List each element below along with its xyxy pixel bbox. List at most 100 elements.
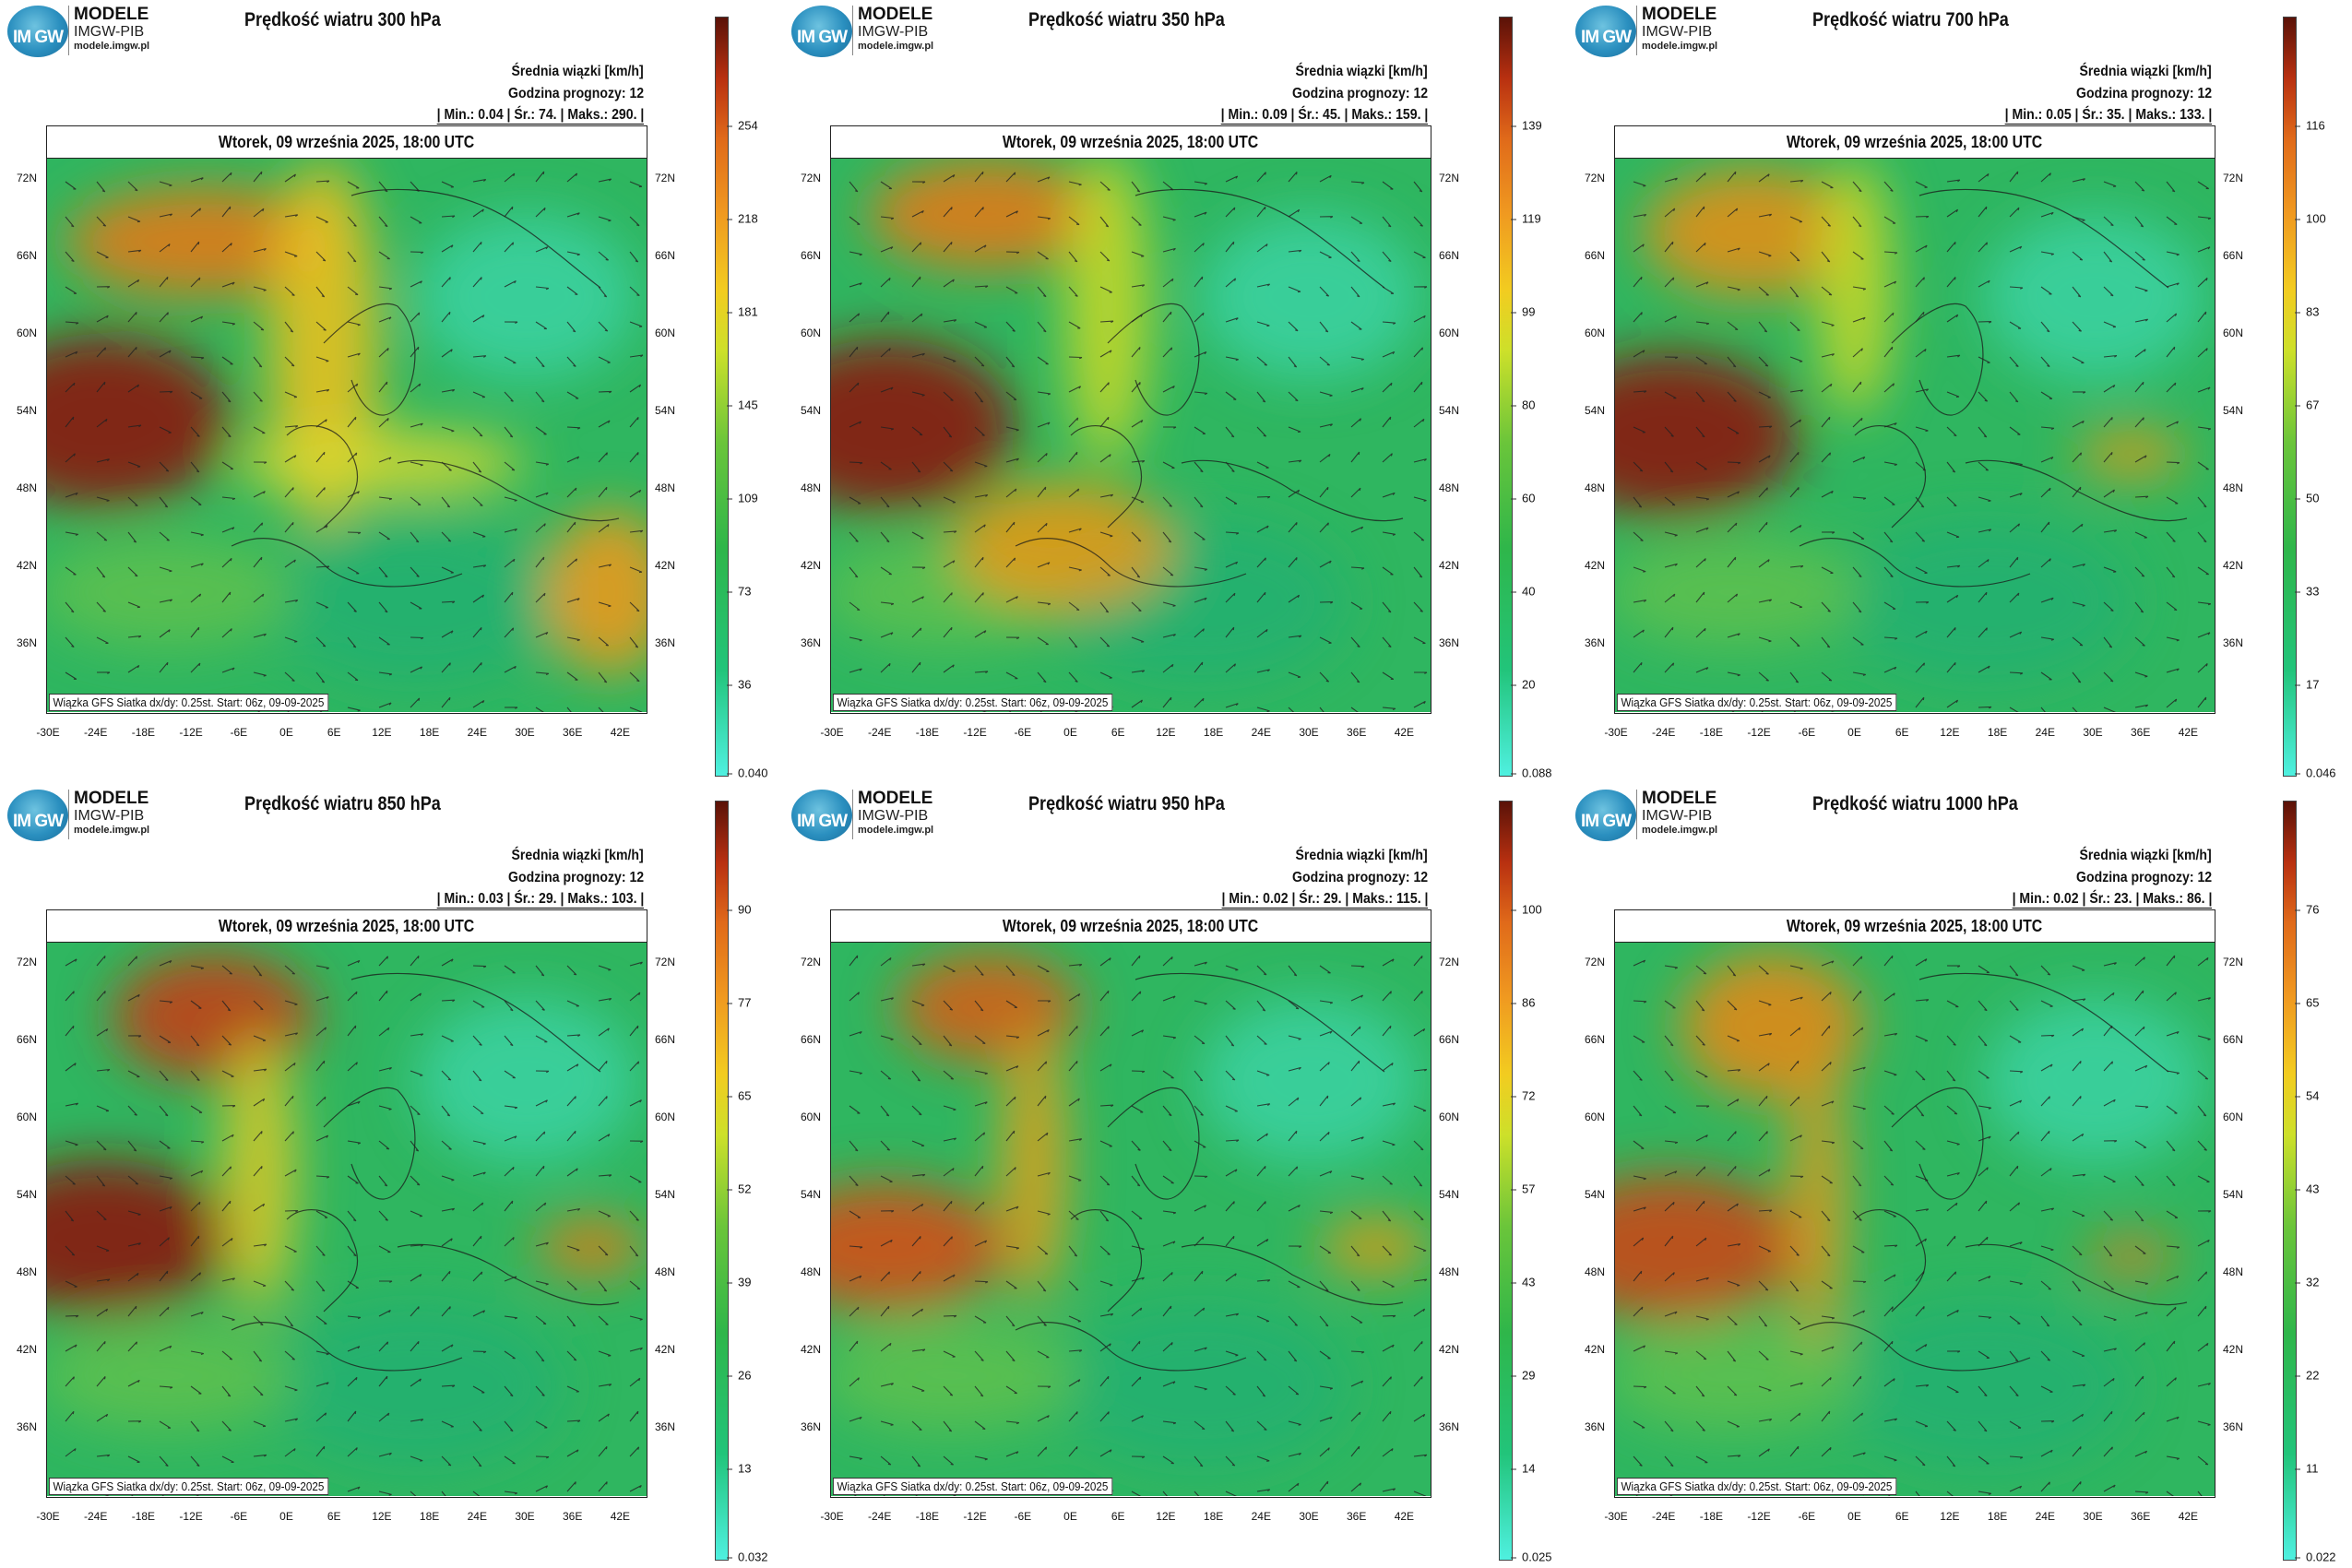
lon-label: 6E (1895, 1510, 1909, 1523)
colorbar-tick-label: 0.046 (2295, 766, 2336, 780)
wind-speed-field (47, 952, 647, 1468)
colorbar-tick-label: 119 (1511, 211, 1541, 226)
colorbar-tick-label: 29 (1510, 1368, 1536, 1383)
brand-line1: MODELE (1642, 789, 1717, 808)
lat-label-left: 54N (1585, 1188, 1606, 1201)
brand-block: MODELE IMGW-PIB modele.imgw.pl (1642, 6, 1717, 52)
lon-label: 0E (1063, 1510, 1077, 1523)
colorbar-tick-label: 0.025 (1511, 1550, 1552, 1564)
lat-label-left: 54N (1585, 404, 1606, 417)
wind-speed-field (831, 159, 1421, 684)
wind-map (1615, 943, 2215, 1496)
date-bar: Wtorek, 09 września 2025, 18:00 UTC (1615, 910, 2215, 943)
lon-label: -24E (1652, 1510, 1676, 1523)
date-text: Wtorek, 09 września 2025, 18:00 UTC (1003, 917, 1259, 935)
lat-label-left: 36N (801, 1420, 822, 1433)
colorbar-tick-label: 109 (727, 491, 758, 505)
lat-label-left: 36N (801, 636, 822, 649)
lon-label: 6E (1111, 726, 1125, 739)
colorbar-tick-label: 54 (2294, 1088, 2320, 1103)
brand-line2: IMGW-PIB (74, 808, 145, 824)
panel-title: Prędkość wiatru 850 hPa (244, 793, 441, 814)
lat-label-right: 42N (1439, 559, 1460, 572)
lon-label: 42E (2178, 726, 2199, 739)
lat-label-right: 60N (1439, 1111, 1460, 1123)
panel-title: Prędkość wiatru 300 hPa (244, 9, 441, 30)
lat-label-left: 60N (17, 1111, 38, 1123)
lat-label-left: 36N (17, 636, 38, 649)
lat-label-right: 36N (1439, 636, 1460, 649)
coastlines (231, 972, 620, 1372)
lat-label-left: 48N (17, 481, 38, 494)
lon-label: -30E (1604, 1510, 1628, 1523)
lat-label-left: 66N (1585, 1033, 1606, 1046)
lat-label-right: 66N (1439, 1033, 1460, 1046)
brand-line1: MODELE (858, 789, 933, 808)
colorbar (2283, 17, 2297, 777)
lon-label: -18E (1699, 1510, 1724, 1523)
model-footer: Wiązka GFS Siatka dx/dy: 0.25st. Start: … (49, 694, 328, 711)
lat-label-left: 48N (801, 481, 822, 494)
colorbar (1499, 17, 1513, 777)
brand-line2: IMGW-PIB (858, 808, 929, 824)
map-frame: Wtorek, 09 września 2025, 18:00 UTC Wiąz… (830, 125, 1431, 714)
brand-line1: MODELE (74, 5, 149, 24)
stats-line: | Min.: 0.05 | Śr.: 35. | Maks.: 133. | (2004, 107, 2212, 125)
lon-label: 42E (610, 726, 631, 739)
brand-line2: IMGW-PIB (1642, 24, 1713, 40)
wind-speed-field (1615, 159, 2205, 684)
lon-label: 24E (2035, 726, 2055, 739)
imgw-logo (7, 790, 68, 841)
colorbar-tick-label: 36 (726, 677, 752, 692)
lat-label-left: 72N (801, 172, 822, 184)
lat-label-right: 36N (655, 1420, 676, 1433)
brand-divider (1636, 790, 1637, 839)
lon-label: 12E (1156, 726, 1176, 739)
lat-label-left: 42N (17, 559, 38, 572)
colorbar-tick-label: 40 (1510, 584, 1536, 599)
brand-block: MODELE IMGW-PIB modele.imgw.pl (1642, 790, 1717, 836)
lon-label: -6E (1798, 1510, 1816, 1523)
model-footer: Wiązka GFS Siatka dx/dy: 0.25st. Start: … (49, 1478, 328, 1495)
units-label: Średnia wiązki [km/h] (1295, 848, 1428, 863)
forecast-hour: Godzina prognozy: 12 (2075, 86, 2212, 101)
lon-label: -24E (84, 1510, 108, 1523)
lon-label: -24E (868, 1510, 892, 1523)
colorbar-tick-label: 26 (726, 1368, 752, 1383)
lon-label: 42E (2178, 1510, 2199, 1523)
units-label: Średnia wiązki [km/h] (511, 848, 644, 863)
lat-label-left: 48N (1585, 1265, 1606, 1278)
panel-title: Prędkość wiatru 700 hPa (1812, 9, 2009, 30)
date-bar: Wtorek, 09 września 2025, 18:00 UTC (1615, 126, 2215, 159)
date-text: Wtorek, 09 września 2025, 18:00 UTC (219, 133, 475, 151)
colorbar-tick-label: 83 (2294, 304, 2320, 319)
colorbar-tick-label: 13 (726, 1461, 752, 1476)
lon-label: -30E (36, 726, 60, 739)
lon-label: -30E (36, 1510, 60, 1523)
colorbar-tick-label: 52 (726, 1182, 752, 1196)
lat-label-right: 66N (2223, 249, 2244, 262)
lat-label-right: 54N (655, 1188, 676, 1201)
colorbar-tick-label: 20 (1510, 677, 1536, 692)
lon-label: 36E (2131, 726, 2151, 739)
brand-url: modele.imgw.pl (858, 825, 934, 836)
imgw-logo (1575, 790, 1636, 841)
colorbar-tick-label: 50 (2294, 491, 2320, 505)
colorbar-tick-label: 145 (727, 398, 758, 412)
map-frame: Wtorek, 09 września 2025, 18:00 UTC Wiąz… (1614, 125, 2215, 714)
lat-label-left: 66N (801, 249, 822, 262)
colorbar-tick-label: 33 (2294, 584, 2320, 599)
imgw-logo (1575, 6, 1636, 57)
wind-arrows (1633, 171, 2212, 712)
lat-label-right: 66N (1439, 249, 1460, 262)
lat-label-left: 48N (17, 1265, 38, 1278)
lon-label: 18E (1987, 1510, 2008, 1523)
forecast-hour: Godzina prognozy: 12 (2075, 870, 2212, 885)
lon-label: 36E (2131, 1510, 2151, 1523)
colorbar (715, 17, 729, 777)
lon-label: 30E (2083, 1510, 2103, 1523)
lon-label: 18E (419, 726, 440, 739)
colorbar (2283, 801, 2297, 1561)
logo-text: IM GW (796, 28, 848, 47)
lat-label-right: 48N (1439, 481, 1460, 494)
